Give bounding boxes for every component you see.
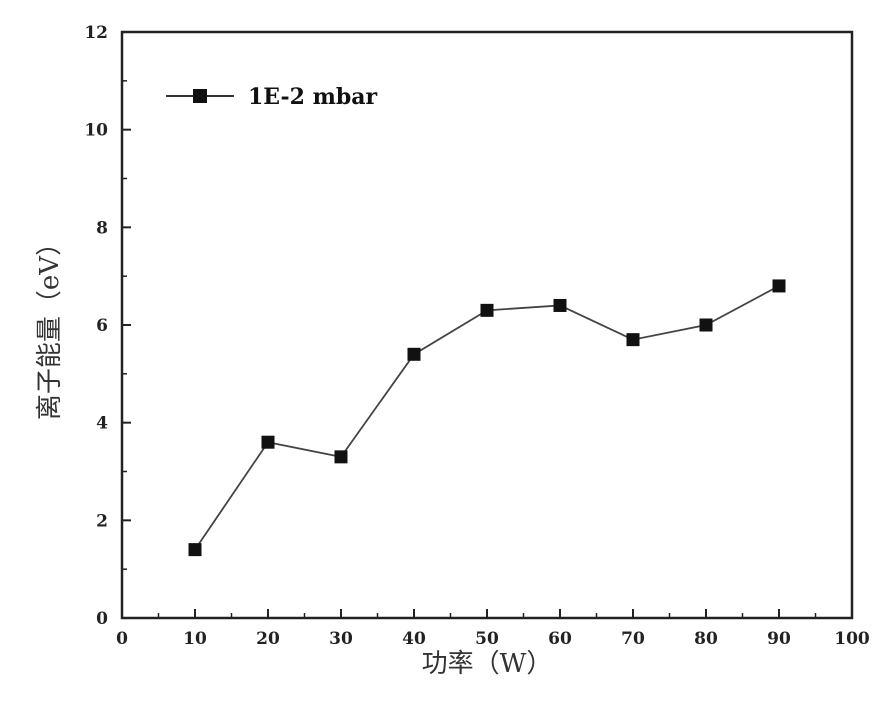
y-tick-label: 4 — [96, 414, 108, 434]
legend-label: 1E-2 mbar — [248, 84, 377, 110]
x-tick-label: 10 — [183, 629, 207, 649]
y-tick-label: 10 — [84, 121, 108, 141]
data-point — [407, 347, 421, 361]
x-tick-label: 50 — [475, 629, 499, 649]
plot-frame — [120, 30, 854, 620]
y-tick-label: 0 — [96, 609, 108, 629]
y-axis-ticks: 0 2 4 6 8 10 12 — [84, 23, 131, 629]
data-point — [553, 298, 567, 312]
legend: 1E-2 mbar — [166, 84, 377, 110]
x-tick-label: 60 — [548, 629, 572, 649]
series-layer — [188, 279, 786, 557]
x-tick-label: 30 — [329, 629, 353, 649]
data-point — [699, 318, 713, 332]
x-axis-ticks: 0 10 20 30 40 50 60 70 80 90 100 — [116, 609, 870, 649]
data-point — [772, 279, 786, 293]
x-tick-label: 90 — [767, 629, 791, 649]
x-tick-label: 100 — [834, 629, 870, 649]
series-line — [194, 285, 780, 551]
x-tick-label: 80 — [694, 629, 718, 649]
y-tick-label: 8 — [96, 218, 108, 238]
y-tick-label: 6 — [96, 316, 108, 336]
y-axis-title: 离子能量（eV） — [35, 230, 65, 420]
legend-marker — [193, 89, 207, 103]
data-point — [334, 450, 348, 464]
data-point — [626, 333, 640, 347]
data-point — [261, 435, 275, 449]
x-tick-label: 0 — [116, 629, 128, 649]
x-axis-title: 功率（W） — [422, 649, 553, 679]
data-point — [480, 303, 494, 317]
y-tick-label: 12 — [84, 23, 108, 43]
x-tick-label: 20 — [256, 629, 280, 649]
y-tick-label: 2 — [96, 511, 108, 531]
x-tick-label: 70 — [621, 629, 645, 649]
data-point — [188, 543, 202, 557]
x-tick-label: 40 — [402, 629, 426, 649]
